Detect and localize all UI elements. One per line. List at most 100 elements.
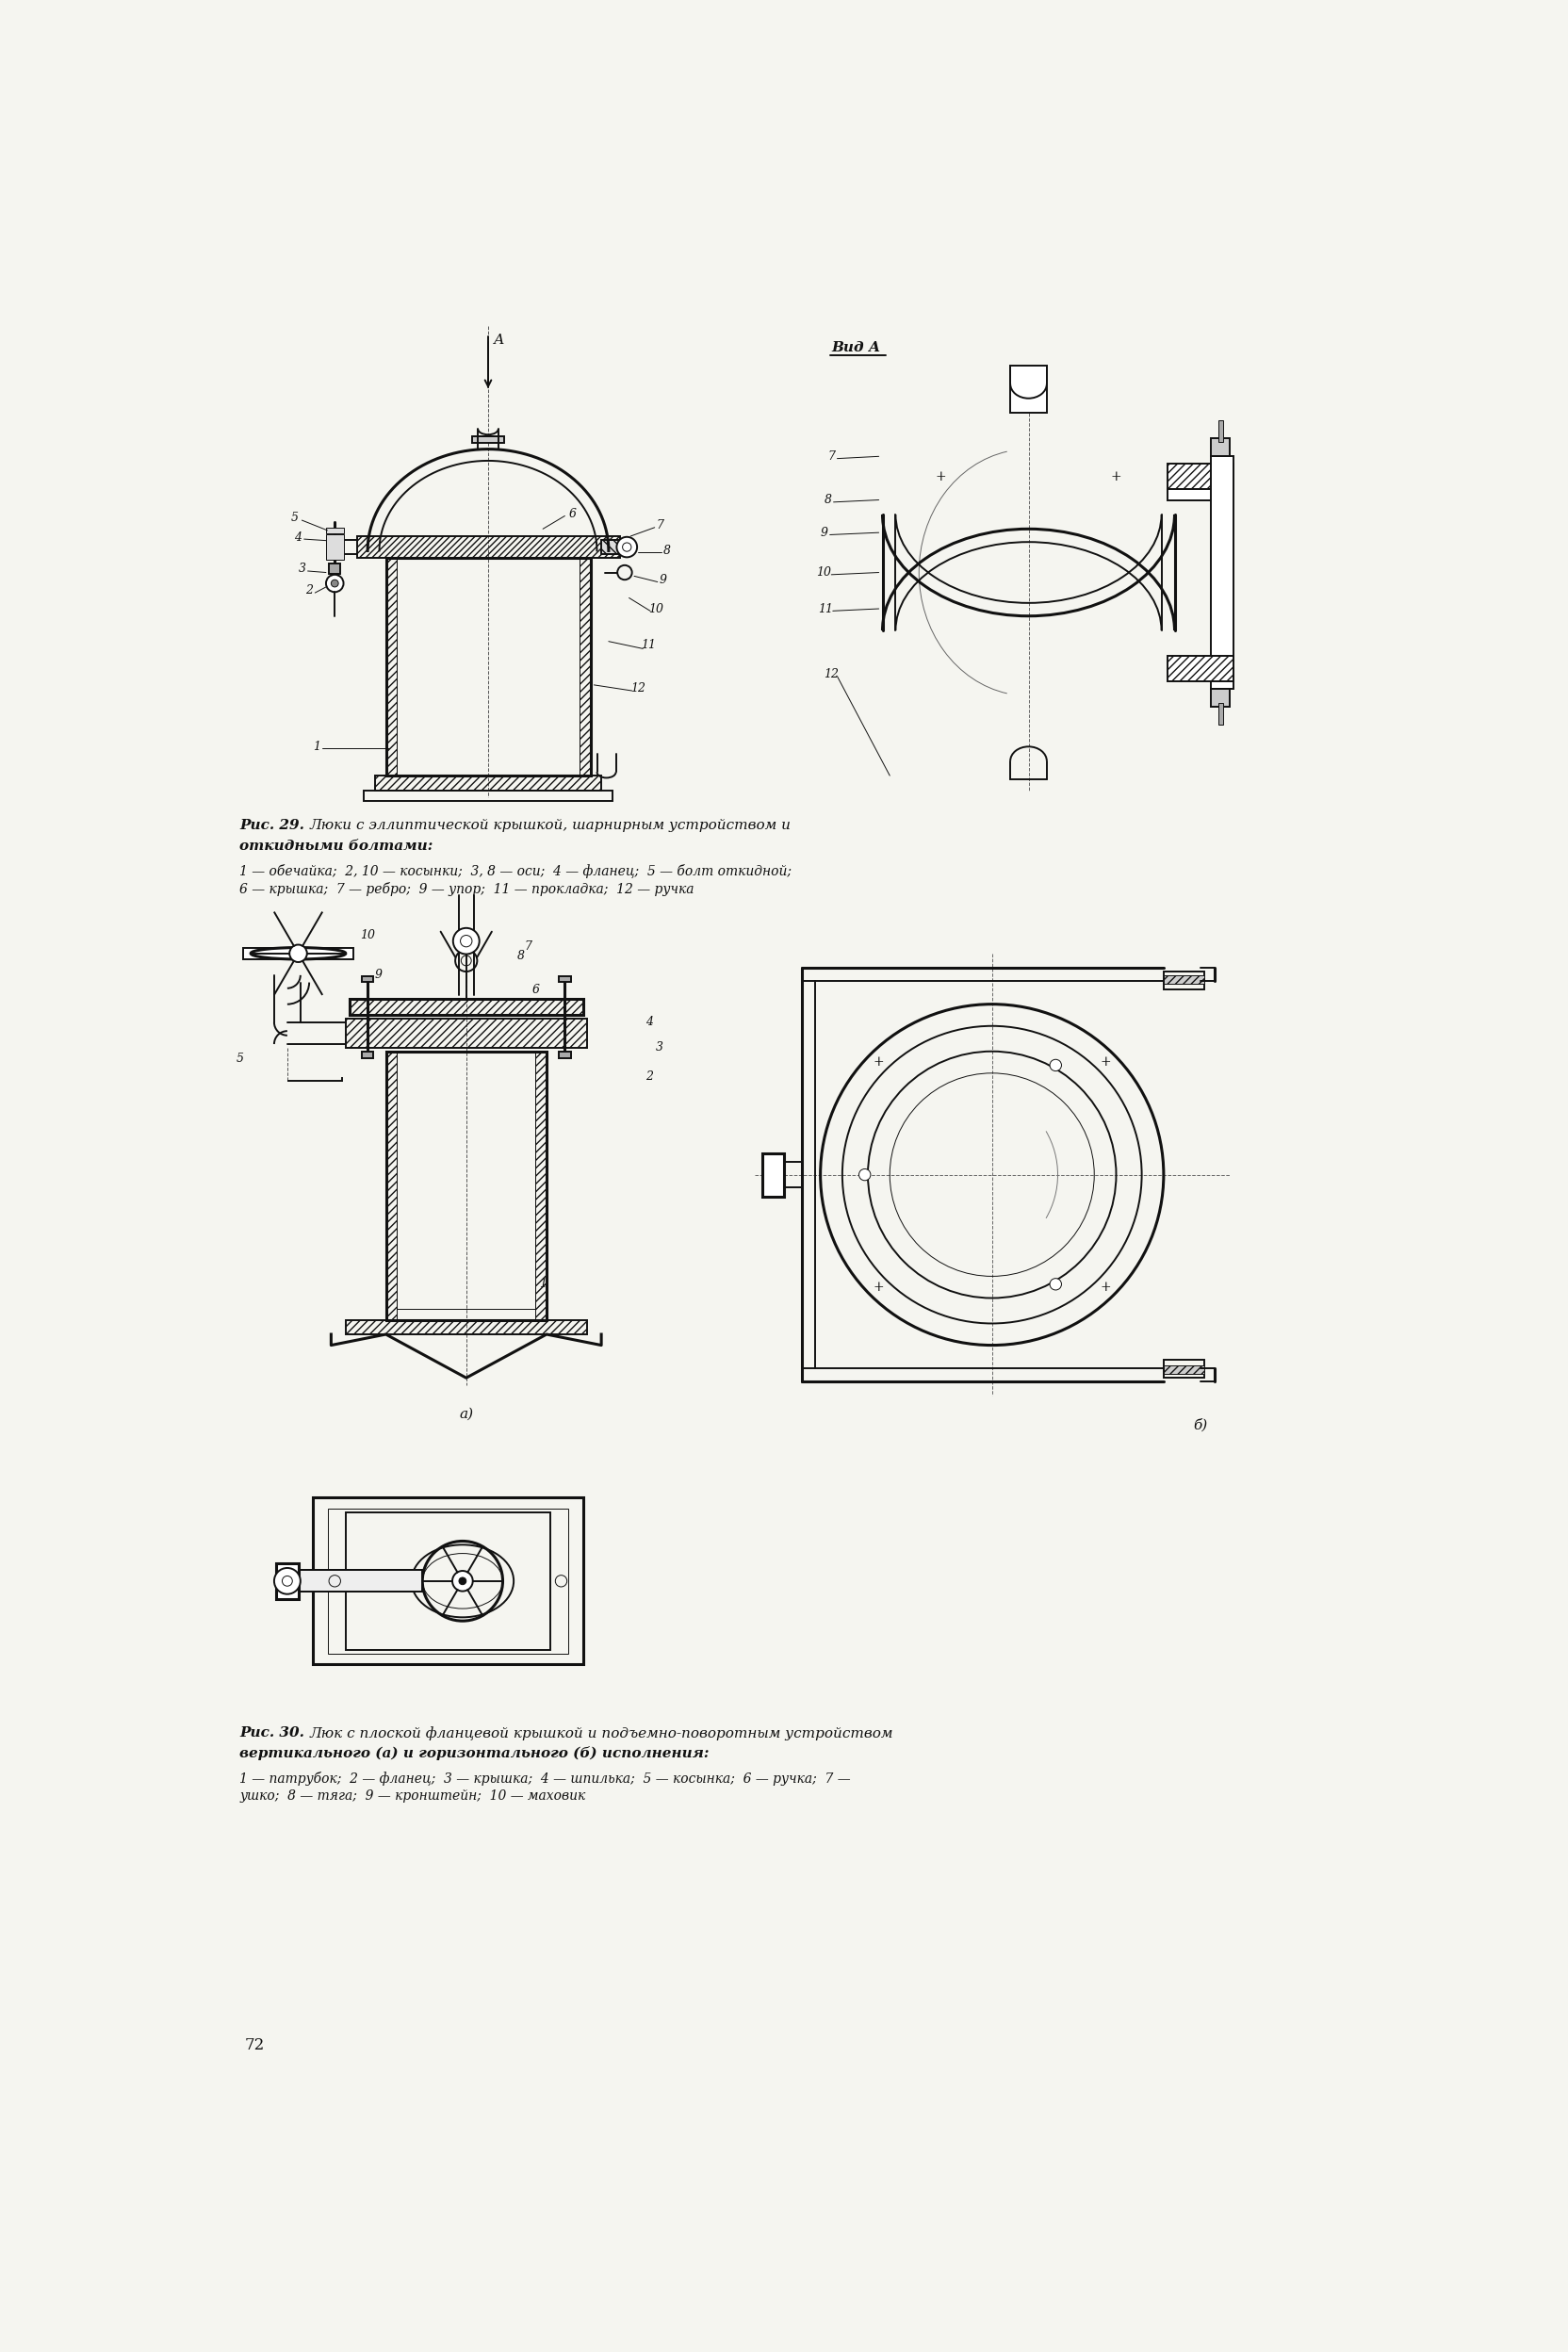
Bar — [1210, 689, 1229, 706]
Text: 1: 1 — [312, 741, 320, 753]
Text: 10: 10 — [649, 602, 663, 614]
Bar — [1163, 976, 1204, 983]
Text: А: А — [494, 334, 505, 346]
Text: 8: 8 — [823, 494, 831, 506]
Text: 3: 3 — [655, 1042, 663, 1054]
Text: 3: 3 — [298, 562, 306, 574]
Bar — [1210, 437, 1229, 456]
Circle shape — [290, 946, 307, 962]
Text: 12: 12 — [823, 668, 839, 680]
Text: 6: 6 — [569, 508, 575, 520]
Bar — [329, 564, 340, 574]
Text: +: + — [873, 1282, 884, 1294]
Text: +: + — [1110, 470, 1121, 482]
Bar — [350, 1000, 583, 1016]
Text: 8: 8 — [663, 546, 671, 557]
Text: б): б) — [1193, 1418, 1207, 1432]
Text: 5: 5 — [235, 1051, 243, 1065]
Text: 9: 9 — [660, 574, 666, 586]
Bar — [362, 976, 373, 981]
Bar — [326, 534, 343, 560]
Bar — [386, 1051, 547, 1319]
Circle shape — [326, 574, 343, 593]
Circle shape — [616, 536, 637, 557]
Bar — [397, 1051, 536, 1310]
Text: 1 — патрубок;  2 — фланец;  3 — крышка;  4 — шпилька;  5 — косынка;  6 — ручка; : 1 — патрубок; 2 — фланец; 3 — крышка; 4 … — [240, 1771, 851, 1785]
Text: 7: 7 — [525, 941, 532, 953]
Circle shape — [331, 579, 339, 588]
Text: 1 — обечайка;  2, 10 — косынки;  3, 8 — оси;  4 — фланец;  5 — болт откидной;: 1 — обечайка; 2, 10 — косынки; 3, 8 — ос… — [240, 863, 792, 877]
Bar — [298, 1571, 422, 1592]
Bar — [356, 536, 619, 557]
Text: 7: 7 — [655, 520, 663, 532]
Bar — [1010, 365, 1047, 414]
Text: ушко;  8 — тяга;  9 — кронштейн;  10 — маховик: ушко; 8 — тяга; 9 — кронштейн; 10 — махо… — [240, 1790, 586, 1802]
Text: +: + — [936, 470, 947, 482]
Bar — [364, 790, 612, 802]
Circle shape — [453, 929, 480, 955]
Bar — [397, 557, 580, 776]
Bar — [536, 1051, 547, 1319]
Text: Люки с эллиптической крышкой, шарнирным устройством и: Люки с эллиптической крышкой, шарнирным … — [309, 818, 790, 833]
Text: 72: 72 — [245, 2037, 265, 2053]
Text: 11: 11 — [641, 640, 657, 652]
Bar — [276, 1562, 298, 1599]
Text: +: + — [1101, 1282, 1112, 1294]
Text: 4: 4 — [295, 532, 303, 543]
Bar — [1210, 456, 1232, 689]
Bar — [478, 435, 499, 449]
Bar — [386, 557, 591, 776]
Bar — [243, 948, 353, 960]
Text: 10: 10 — [359, 929, 375, 941]
Text: +: + — [873, 1056, 884, 1068]
Text: Рис. 30.: Рис. 30. — [240, 1726, 304, 1740]
Circle shape — [452, 1571, 474, 1592]
Bar — [580, 557, 591, 776]
Bar — [472, 435, 505, 442]
Bar — [762, 1152, 784, 1197]
Text: Рис. 29.: Рис. 29. — [240, 818, 304, 833]
Bar — [362, 1051, 373, 1058]
Text: 9: 9 — [375, 969, 383, 981]
Text: +: + — [1101, 1056, 1112, 1068]
Bar — [328, 1508, 569, 1653]
Text: а): а) — [459, 1406, 474, 1421]
Text: Вид А: Вид А — [831, 341, 881, 355]
Text: 2: 2 — [306, 586, 314, 597]
Text: 11: 11 — [818, 602, 833, 614]
Bar — [1167, 656, 1232, 682]
Bar — [1163, 1359, 1204, 1378]
Bar — [1163, 1367, 1204, 1374]
Text: 7: 7 — [828, 449, 836, 463]
Text: 2: 2 — [644, 1070, 652, 1082]
Circle shape — [274, 1569, 301, 1595]
Bar — [345, 1319, 586, 1334]
Text: 4: 4 — [644, 1016, 652, 1028]
Bar — [386, 1051, 397, 1319]
Text: 12: 12 — [630, 682, 646, 694]
Text: Люк с плоской фланцевой крышкой и подъемно-поворотным устройством: Люк с плоской фланцевой крышкой и подъем… — [309, 1726, 892, 1740]
Text: 10: 10 — [817, 567, 831, 579]
Bar — [375, 776, 601, 790]
Bar — [1167, 463, 1232, 489]
Bar — [1167, 489, 1218, 501]
Bar — [386, 557, 397, 776]
Text: 6: 6 — [532, 983, 539, 995]
Text: 9: 9 — [820, 527, 828, 539]
Text: вертикального (а) и горизонтального (б) исполнения:: вертикального (а) и горизонтального (б) … — [240, 1748, 710, 1762]
Text: 1: 1 — [539, 1277, 547, 1289]
Bar — [1218, 421, 1223, 442]
Bar — [558, 976, 571, 981]
Text: 5: 5 — [290, 513, 298, 524]
Bar — [345, 1512, 550, 1651]
Bar — [345, 1018, 586, 1047]
Bar — [314, 1498, 583, 1665]
Bar — [1218, 703, 1223, 724]
Circle shape — [859, 1169, 870, 1181]
Circle shape — [459, 1578, 466, 1585]
Circle shape — [1051, 1058, 1062, 1070]
Bar — [1163, 971, 1204, 990]
Circle shape — [1051, 1279, 1062, 1289]
Text: откидными болтами:: откидными болтами: — [240, 840, 433, 854]
Text: 6 — крышка;  7 — ребро;  9 — упор;  11 — прокладка;  12 — ручка: 6 — крышка; 7 — ребро; 9 — упор; 11 — пр… — [240, 882, 695, 896]
